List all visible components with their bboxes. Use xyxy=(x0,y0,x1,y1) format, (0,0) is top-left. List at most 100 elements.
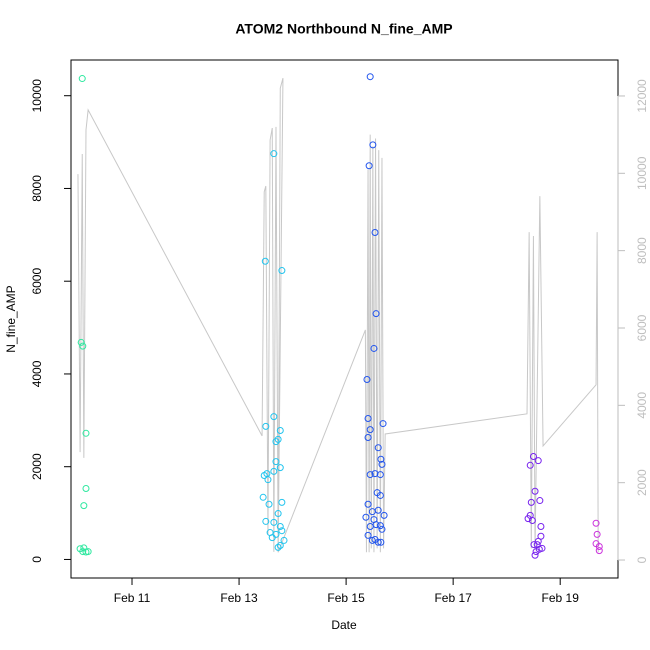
data-point xyxy=(595,547,603,555)
data-point xyxy=(379,420,387,428)
data-point xyxy=(274,510,282,518)
data-point xyxy=(264,476,272,484)
data-point xyxy=(84,548,92,556)
data-point xyxy=(371,229,379,237)
y-axis-label: N_fine_AMP xyxy=(4,285,18,352)
data-point xyxy=(276,542,284,550)
y-tick-label: 2000 xyxy=(30,453,44,480)
data-point xyxy=(260,472,268,480)
data-point xyxy=(262,517,270,525)
data-point xyxy=(593,530,601,538)
y2-tick-label: 0 xyxy=(635,556,649,563)
data-point xyxy=(531,487,539,495)
data-point xyxy=(270,518,278,526)
data-point xyxy=(371,536,379,544)
data-line xyxy=(77,78,599,553)
data-point xyxy=(274,435,282,443)
data-point xyxy=(270,467,278,475)
data-point xyxy=(366,523,374,531)
y2-tick-label: 2000 xyxy=(635,469,649,496)
chart-title: ATOM2 Northbound N_fine_AMP xyxy=(235,21,452,37)
y-tick-label: 4000 xyxy=(30,360,44,387)
data-point xyxy=(364,433,372,441)
data-point xyxy=(368,508,376,516)
data-point xyxy=(536,497,544,505)
data-point xyxy=(366,426,374,434)
data-point xyxy=(78,75,86,83)
data-point xyxy=(364,500,372,508)
data-point xyxy=(366,73,374,81)
data-point xyxy=(363,376,371,384)
data-point xyxy=(77,338,85,346)
y2-tick-label: 10000 xyxy=(635,156,649,190)
data-point xyxy=(378,525,386,533)
y2-tick-label: 8000 xyxy=(635,237,649,264)
data-point xyxy=(261,257,269,265)
data-point xyxy=(526,461,534,469)
data-point xyxy=(524,515,532,523)
data-point xyxy=(362,513,370,521)
data-point xyxy=(527,498,535,506)
data-point xyxy=(268,534,276,542)
data-point xyxy=(262,422,270,430)
data-point xyxy=(276,464,284,472)
data-point xyxy=(365,162,373,170)
data-point xyxy=(82,484,90,492)
data-point xyxy=(529,452,537,460)
data-point xyxy=(276,427,284,435)
data-point xyxy=(532,548,540,556)
data-point xyxy=(376,491,384,499)
data-point xyxy=(534,457,542,465)
data-point xyxy=(272,458,280,466)
data-point xyxy=(278,527,286,535)
data-point xyxy=(374,444,382,452)
data-point xyxy=(530,541,538,549)
data-point xyxy=(280,536,288,544)
data-point xyxy=(364,414,372,422)
x-axis-label: Date xyxy=(331,618,357,632)
x-tick-label: Feb 11 xyxy=(114,591,151,605)
data-point xyxy=(364,531,372,539)
data-point xyxy=(272,438,280,446)
data-point xyxy=(531,551,539,559)
x-tick-label: Feb 17 xyxy=(434,591,472,605)
data-point xyxy=(371,470,379,478)
data-point xyxy=(369,141,377,149)
data-point xyxy=(595,542,603,550)
data-point xyxy=(274,543,282,551)
data-point xyxy=(380,511,388,519)
data-point xyxy=(528,516,536,524)
data-point xyxy=(80,502,88,510)
data-point xyxy=(538,544,546,552)
y2-tick-label: 6000 xyxy=(635,314,649,341)
data-point xyxy=(376,522,384,530)
x-tick-label: Feb 13 xyxy=(220,591,258,605)
data-point xyxy=(80,544,88,552)
data-point xyxy=(270,413,278,421)
data-point xyxy=(82,429,90,437)
data-point xyxy=(278,498,286,506)
data-point xyxy=(370,344,378,352)
data-point xyxy=(377,455,385,463)
data-point xyxy=(270,150,278,158)
x-tick-label: Feb 19 xyxy=(542,591,580,605)
data-point xyxy=(372,310,380,318)
data-point xyxy=(276,523,284,531)
y2-tick-label: 4000 xyxy=(635,392,649,419)
y-tick-label: 6000 xyxy=(30,268,44,295)
data-point xyxy=(376,471,384,479)
data-point xyxy=(378,460,386,468)
data-point xyxy=(366,471,374,479)
data-point xyxy=(259,493,267,501)
y-tick-label: 8000 xyxy=(30,175,44,202)
y2-tick-label: 12000 xyxy=(635,79,649,113)
data-point xyxy=(265,500,273,508)
y-tick-label: 0 xyxy=(30,556,44,563)
data-point xyxy=(377,538,385,546)
data-point xyxy=(79,548,87,556)
data-point xyxy=(278,267,286,275)
data-point xyxy=(537,523,545,531)
